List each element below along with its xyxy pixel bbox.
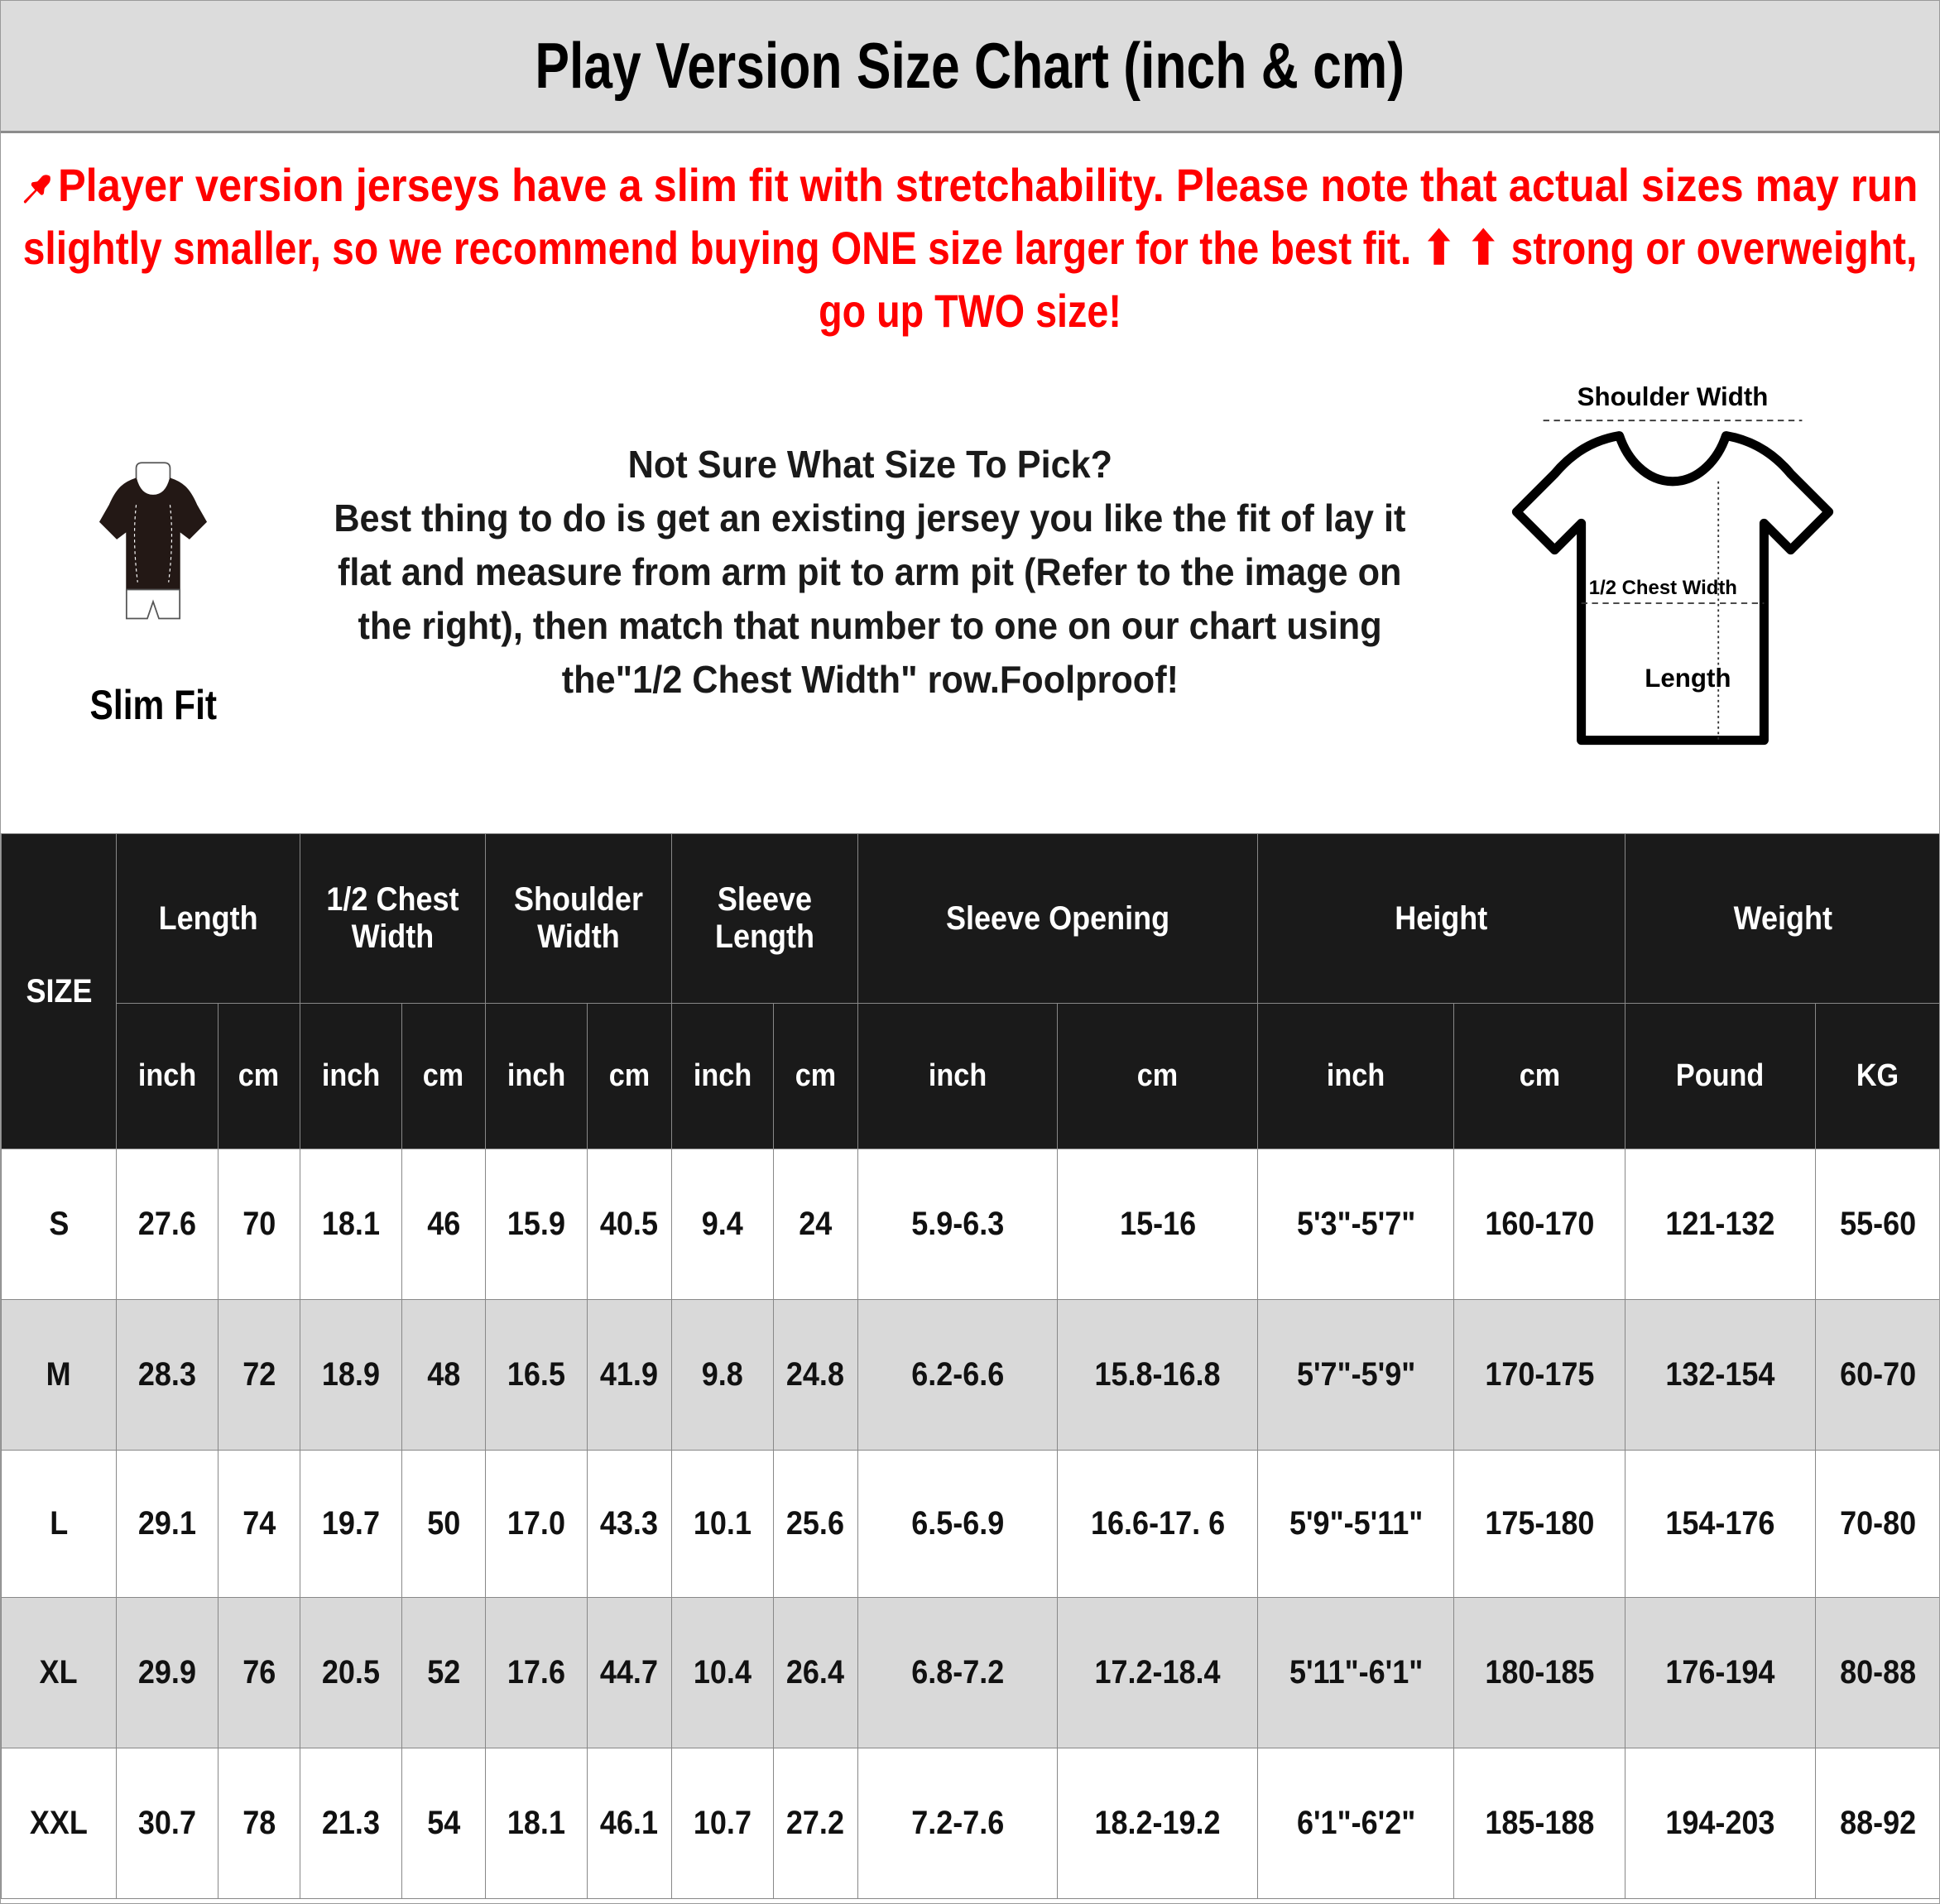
svg-text:1/2 Chest Width: 1/2 Chest Width [1589, 577, 1737, 599]
svg-text:Shoulder Width: Shoulder Width [1577, 382, 1769, 411]
svg-text:Length: Length [1645, 664, 1731, 693]
